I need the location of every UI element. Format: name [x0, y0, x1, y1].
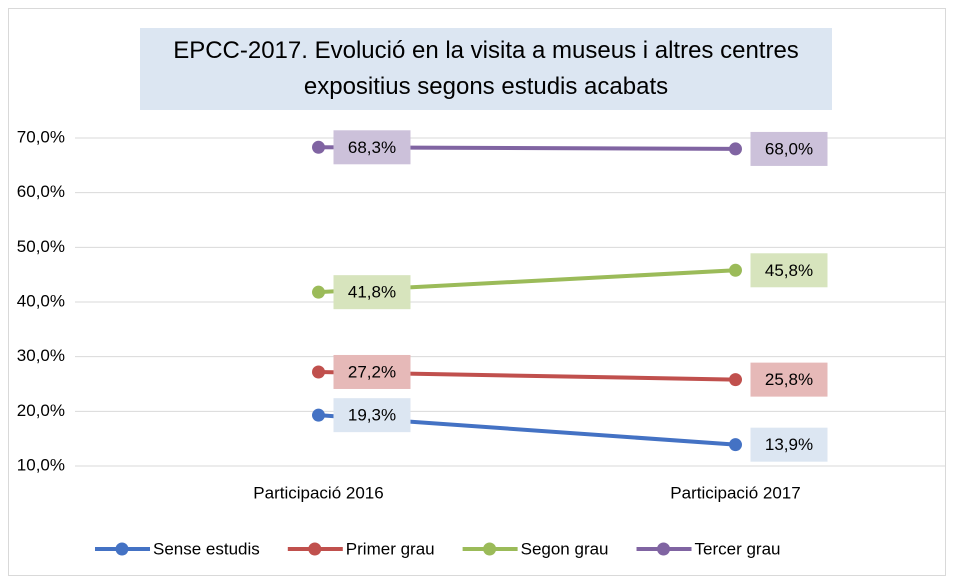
y-tick-label: 30,0%	[17, 346, 65, 365]
legend-label: Sense estudis	[153, 539, 260, 558]
y-tick-label: 50,0%	[17, 237, 65, 256]
y-tick-label: 70,0%	[17, 127, 65, 146]
data-label-box	[750, 253, 828, 288]
data-label-box	[750, 362, 828, 397]
data-label: 25,8%	[765, 370, 813, 389]
point	[729, 263, 742, 277]
chart-title: EPCC-2017. Evolució en la visita a museu…	[140, 28, 832, 110]
point	[729, 142, 742, 156]
y-tick-label: 40,0%	[17, 291, 65, 310]
legend-marker	[308, 542, 322, 556]
data-label: 68,0%	[765, 139, 813, 158]
data-label: 19,3%	[348, 406, 396, 425]
point	[312, 408, 325, 422]
data-label: 45,8%	[765, 261, 813, 280]
legend-label: Primer grau	[346, 539, 435, 558]
legend-marker	[657, 542, 671, 556]
x-tick-label: Participació 2016	[253, 483, 383, 502]
data-label-box	[333, 354, 411, 389]
point	[729, 438, 742, 452]
legend-label: Segon grau	[521, 539, 609, 558]
x-tick-label: Participació 2017	[670, 483, 800, 502]
data-label-box	[333, 398, 411, 433]
data-label: 27,2%	[348, 362, 396, 381]
y-tick-label: 60,0%	[17, 182, 65, 201]
data-label-box	[333, 275, 411, 310]
point	[312, 365, 325, 379]
data-label-box	[333, 130, 411, 165]
legend-marker	[115, 542, 129, 556]
data-label-box	[750, 427, 828, 462]
data-label-box	[750, 131, 828, 166]
data-label: 13,9%	[765, 435, 813, 454]
y-tick-label: 10,0%	[17, 455, 65, 474]
legend-marker	[483, 542, 497, 556]
point	[729, 373, 742, 387]
point	[312, 140, 325, 154]
point	[312, 285, 325, 299]
y-tick-label: 20,0%	[17, 401, 65, 420]
data-label: 41,8%	[348, 283, 396, 302]
data-label: 68,3%	[348, 138, 396, 157]
legend-label: Tercer grau	[695, 539, 781, 558]
